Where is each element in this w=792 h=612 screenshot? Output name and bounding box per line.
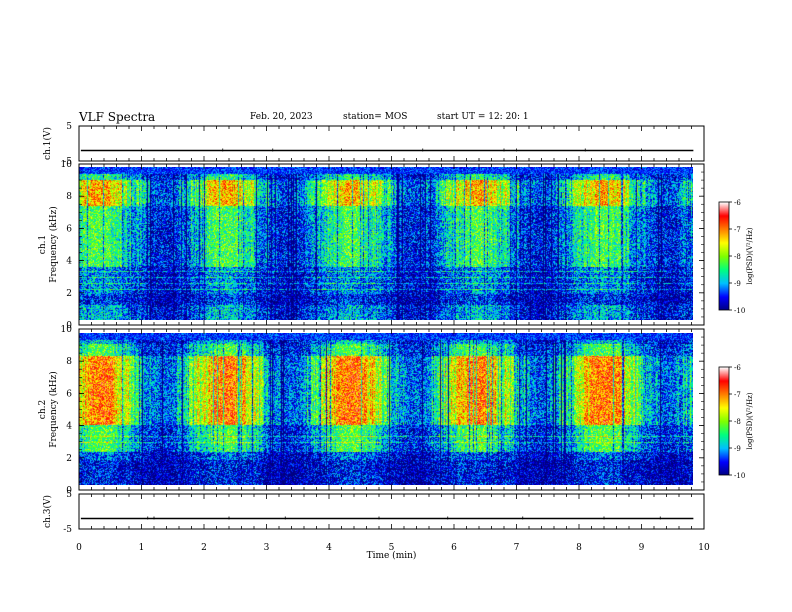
ch2-colorbar-image xyxy=(719,367,729,475)
station-label: station= MOS xyxy=(343,112,408,122)
y-tick-label: 5 xyxy=(66,490,72,500)
ch2-spectrogram-image xyxy=(79,333,693,485)
y-tick-label: 4 xyxy=(66,422,72,432)
y-tick-label: 8 xyxy=(66,192,72,202)
panel-frame xyxy=(78,125,705,162)
x-tick-label: 9 xyxy=(639,543,645,553)
colorbar-label: log(PSD)(V²/Hz) xyxy=(746,227,754,284)
colorbar-tick-label: -9 xyxy=(734,280,741,288)
panel-frame xyxy=(78,328,705,491)
colorbar-tick-label: -10 xyxy=(734,472,745,480)
y-tick-label: 10 xyxy=(61,325,73,335)
colorbar-tick-label: -8 xyxy=(734,418,741,426)
y-axis-label: ch.1(V) xyxy=(42,127,53,160)
x-tick-label: 6 xyxy=(451,543,457,553)
ch1-spectrogram-image xyxy=(79,167,693,320)
x-tick-label: 5 xyxy=(389,543,395,553)
channel-label: ch.2 xyxy=(38,400,48,419)
x-tick-label: 0 xyxy=(76,543,82,553)
x-tick-label: 10 xyxy=(698,543,710,553)
colorbar-tick-label: -10 xyxy=(734,307,745,315)
y-tick-label: 2 xyxy=(66,289,72,299)
y-tick-label: 2 xyxy=(66,454,72,464)
y-tick-label: 0 xyxy=(66,486,72,496)
x-tick-label: 1 xyxy=(139,543,145,553)
y-tick-label: 6 xyxy=(66,224,72,234)
y-tick-label: 10 xyxy=(61,160,73,170)
x-tick-label: 4 xyxy=(326,543,332,553)
y-tick-label: 0 xyxy=(66,321,72,331)
colorbar-tick-label: -9 xyxy=(734,445,741,453)
colorbar-tick-label: -7 xyxy=(734,391,741,399)
y-axis-label: Frequency (kHz) xyxy=(48,371,59,448)
channel-label: ch.1 xyxy=(38,235,48,254)
x-tick-label: 3 xyxy=(264,543,270,553)
colorbar-label: log(PSD)(V²/Hz) xyxy=(746,392,754,449)
colorbar-tick-label: -7 xyxy=(734,226,741,234)
panel-frame xyxy=(78,163,705,326)
y-tick-label: 4 xyxy=(66,257,72,267)
y-tick-label: 6 xyxy=(66,389,72,399)
colorbar-tick-label: -6 xyxy=(734,364,741,372)
x-tick-label: 8 xyxy=(576,543,582,553)
y-tick-label: 8 xyxy=(66,357,72,367)
x-axis-label: Time (min) xyxy=(367,550,417,561)
start-time-label: start UT = 12: 20: 1 xyxy=(437,112,529,122)
y-tick-label: -5 xyxy=(63,525,72,535)
colorbar-tick-label: -8 xyxy=(734,253,741,261)
y-tick-label: -5 xyxy=(63,157,72,167)
colorbar-frame xyxy=(718,366,730,476)
y-axis-label: Frequency (kHz) xyxy=(48,206,59,283)
colorbar-tick-label: -6 xyxy=(734,199,741,207)
colorbar-frame xyxy=(718,201,730,311)
figure-title: VLF Spectra xyxy=(79,110,156,124)
date-label: Feb. 20, 2023 xyxy=(250,112,313,122)
panel-frame xyxy=(78,493,705,530)
ch1-colorbar-image xyxy=(719,202,729,310)
x-tick-label: 7 xyxy=(514,543,520,553)
x-tick-label: 2 xyxy=(201,543,207,553)
y-tick-label: 5 xyxy=(66,122,72,132)
y-axis-label: ch.3(V) xyxy=(42,495,53,528)
